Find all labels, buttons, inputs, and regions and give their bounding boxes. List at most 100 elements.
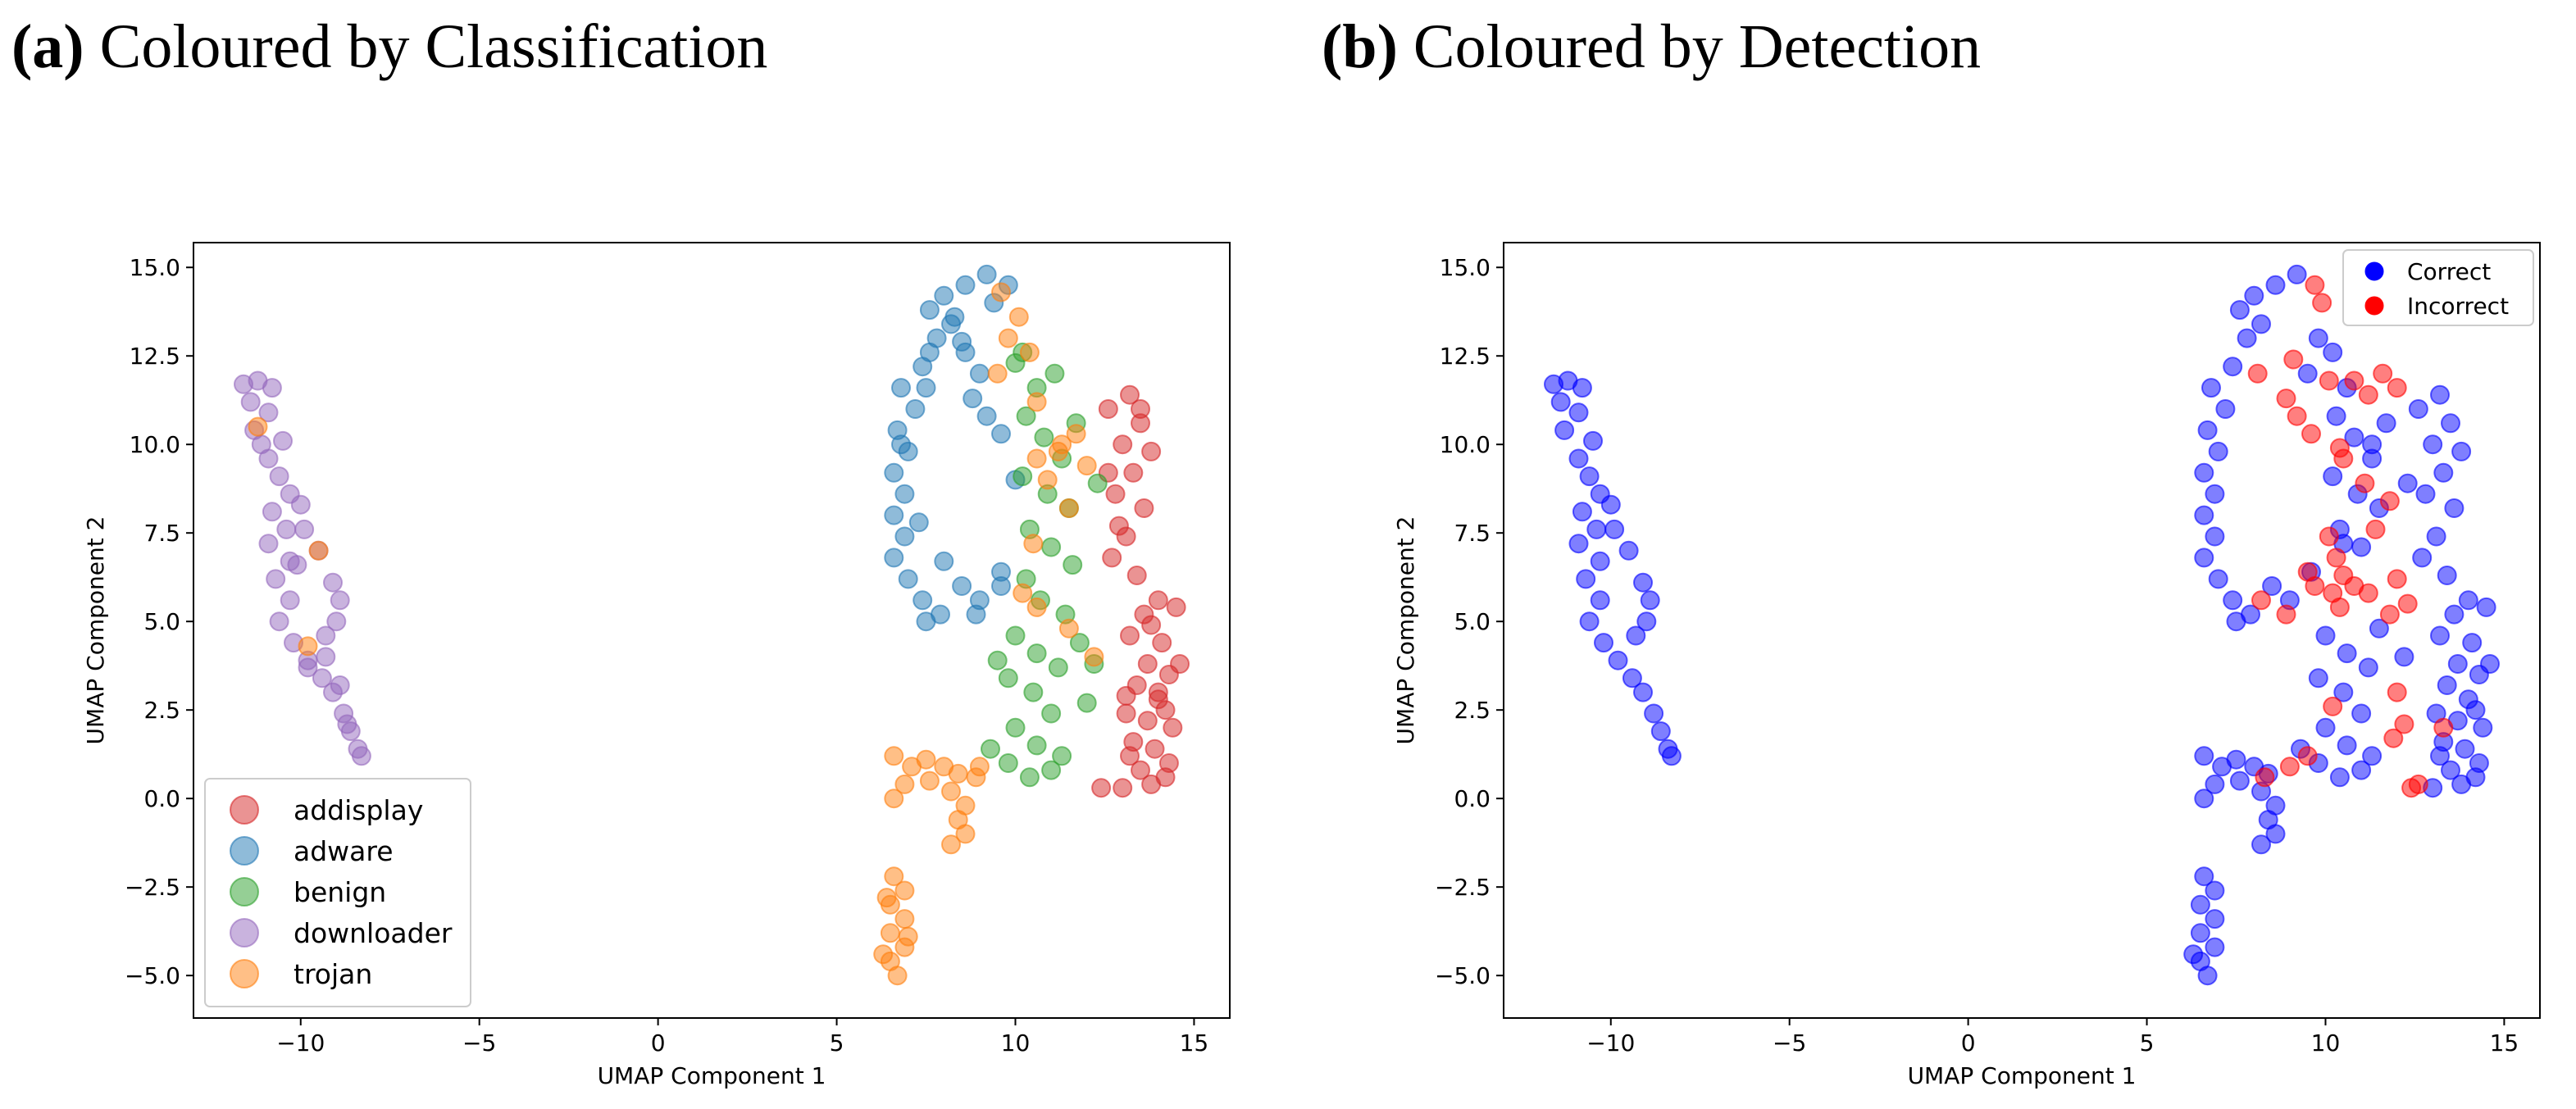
data-point [1554, 420, 1575, 440]
data-point [2287, 264, 2307, 284]
data-point [1123, 462, 1144, 483]
data-point [1583, 430, 1603, 451]
data-point [1586, 519, 1607, 539]
data-point [2301, 424, 2321, 444]
x-tick-label: 0 [1961, 1029, 1976, 1057]
data-point [898, 569, 918, 589]
data-point [2344, 427, 2364, 448]
y-tick-label: 15.0 [1440, 254, 1491, 281]
data-point [1026, 392, 1047, 412]
data-point [2276, 604, 2296, 625]
data-point [1141, 615, 1162, 635]
data-point [1572, 378, 1592, 398]
data-point [934, 285, 954, 306]
x-axis-label: UMAP Component 1 [598, 1062, 826, 1089]
data-point [963, 389, 983, 409]
data-point [2394, 647, 2414, 667]
data-point [2397, 593, 2418, 614]
data-point [894, 774, 915, 794]
data-point [941, 834, 961, 855]
data-point [1141, 441, 1162, 461]
data-point [2369, 618, 2389, 639]
data-point [1644, 703, 1664, 724]
data-point [2208, 569, 2228, 589]
data-point [2437, 566, 2457, 585]
data-point [2223, 357, 2243, 377]
data-point [894, 484, 915, 504]
legend-marker [2364, 261, 2384, 281]
legend-item-benign: benign [230, 876, 386, 908]
data-point [1148, 590, 1168, 611]
data-point [2362, 434, 2383, 455]
data-point [2451, 441, 2472, 461]
data-point [880, 923, 900, 943]
x-tick-label: −5 [1773, 1029, 1806, 1057]
data-point [1120, 384, 1140, 405]
data-point [2358, 657, 2378, 678]
data-point [2351, 537, 2372, 557]
data-point [2323, 342, 2343, 362]
data-point [1131, 760, 1150, 780]
data-point [1170, 654, 1190, 674]
data-point [1058, 498, 1079, 518]
data-point [955, 824, 976, 844]
y-tick-label: 10.0 [130, 431, 180, 458]
data-point [2305, 576, 2325, 596]
data-point [1590, 590, 1610, 611]
legend-marker [230, 836, 259, 866]
x-tick-label: −5 [462, 1029, 496, 1057]
data-point [2194, 548, 2214, 568]
data-point [2323, 696, 2343, 716]
data-point [298, 636, 318, 657]
data-point [898, 926, 918, 947]
y-tick-label: 2.5 [143, 697, 180, 724]
data-point [316, 625, 336, 646]
data-point [2480, 654, 2500, 674]
legend-label: downloader [294, 917, 453, 949]
data-point [1105, 484, 1126, 504]
legend-marker [230, 959, 259, 989]
data-point [248, 416, 268, 437]
y-tick-label: 5.0 [1454, 608, 1491, 635]
data-point [884, 746, 904, 766]
legend-box [204, 778, 471, 1007]
data-point [955, 275, 976, 295]
data-point [1034, 427, 1054, 448]
data-point [2351, 760, 2372, 780]
data-point [2223, 590, 2243, 611]
data-point [1134, 498, 1154, 518]
data-point [2329, 438, 2350, 458]
data-point [2251, 590, 2271, 611]
y-tick-label: −2.5 [125, 874, 180, 901]
legend-item-addisplay: addisplay [230, 794, 423, 826]
data-point [330, 675, 350, 695]
data-point [2205, 484, 2225, 504]
data-point [894, 526, 915, 547]
data-point [2194, 789, 2214, 809]
data-point [2226, 749, 2246, 770]
data-point [262, 378, 282, 398]
series-addisplay [1091, 384, 1190, 798]
data-point [1166, 597, 1186, 617]
data-point [981, 739, 1000, 759]
data-point [2444, 604, 2464, 625]
data-point [987, 363, 1008, 384]
data-point [1076, 693, 1097, 713]
y-tick-label: 12.5 [1440, 343, 1491, 370]
legend-label: benign [294, 876, 386, 908]
legend-item-correct: Correct [2364, 258, 2491, 285]
data-point [1116, 703, 1136, 724]
legend-item-downloader: downloader [230, 917, 453, 949]
data-point [2265, 275, 2286, 295]
data-point [323, 572, 343, 593]
data-point [2430, 625, 2450, 646]
data-point [2315, 625, 2336, 646]
data-point [1145, 739, 1165, 759]
legend-label: Correct [2407, 258, 2491, 285]
legend-label: addisplay [294, 794, 423, 826]
data-point [2408, 399, 2428, 419]
y-tick-label: 12.5 [130, 343, 180, 370]
data-point [1005, 717, 1026, 738]
data-point [1618, 540, 1639, 561]
data-point [2441, 413, 2460, 434]
